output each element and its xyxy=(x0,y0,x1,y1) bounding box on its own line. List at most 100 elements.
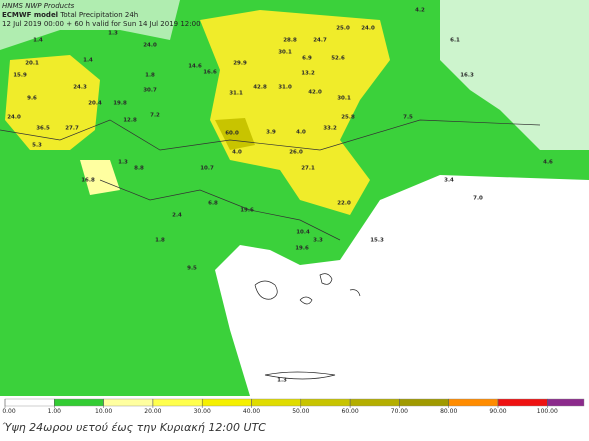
tick-label: 90.00 xyxy=(489,408,506,415)
value-label: 16.8 xyxy=(81,178,95,184)
color-swatch xyxy=(4,398,55,407)
color-swatch xyxy=(547,398,585,407)
tick-label: 70.00 xyxy=(391,408,408,415)
value-label: 30.1 xyxy=(278,50,292,56)
color-swatch xyxy=(497,398,548,407)
tick-label: 1.00 xyxy=(48,408,62,415)
valid-time: 12 Jul 2019 00:00 + 60 h valid for Sun 1… xyxy=(2,20,201,28)
tick-label: 40.00 xyxy=(243,408,260,415)
model: ECMWF model xyxy=(2,11,58,19)
sea-area xyxy=(215,175,589,396)
value-label: 22.0 xyxy=(337,201,351,207)
value-label: 9.6 xyxy=(27,96,37,102)
value-label: 1.4 xyxy=(83,58,93,64)
value-label: 31.0 xyxy=(278,85,292,91)
value-label: 15.9 xyxy=(13,73,27,79)
value-label: 6.1 xyxy=(450,38,460,44)
tick-label: 10.00 xyxy=(95,408,112,415)
field: Total Precipitation 24h xyxy=(59,11,138,19)
value-label: 20.4 xyxy=(88,101,102,107)
title-line: ECMWF model Total Precipitation 24h xyxy=(2,11,138,19)
value-label: 8.8 xyxy=(134,166,144,172)
color-swatch xyxy=(251,398,301,407)
moderate-precip xyxy=(80,160,120,195)
value-label: 25.0 xyxy=(336,26,350,32)
map-labels: 4.2 25.0 24.0 28.8 24.7 6.1 1.3 24.0 1.4 30.1 52.6… xyxy=(7,8,553,384)
value-label: 13.2 xyxy=(301,71,315,77)
color-swatch xyxy=(54,398,104,407)
value-label: 31.1 xyxy=(229,91,243,97)
value-label: 1.8 xyxy=(145,73,155,79)
value-label: 3.4 xyxy=(444,178,454,184)
value-label: 7.2 xyxy=(150,113,160,119)
source: HNMS NWP Products xyxy=(2,2,75,10)
value-label: 4.0 xyxy=(296,130,306,136)
value-label: 6.8 xyxy=(208,201,218,207)
value-label: 33.2 xyxy=(323,126,337,132)
value-label: 7.5 xyxy=(403,115,413,121)
dry-area xyxy=(0,0,180,50)
value-label: 28.8 xyxy=(283,38,297,44)
value-label: 29.9 xyxy=(233,61,247,67)
value-label: 6.9 xyxy=(302,56,312,62)
value-label: 19.6 xyxy=(240,208,254,214)
heavy-precip xyxy=(5,55,100,150)
tick-label: 0.00 xyxy=(2,408,16,415)
value-label: 1.3 xyxy=(118,160,128,166)
value-label: 36.5 xyxy=(36,126,50,132)
value-label: 7.0 xyxy=(473,196,483,202)
value-label: 16.6 xyxy=(203,70,217,76)
value-label: 24.7 xyxy=(313,38,327,44)
dry-area xyxy=(440,0,589,150)
value-label: 1.4 xyxy=(33,38,43,44)
value-label: 9.5 xyxy=(187,266,197,272)
coastline xyxy=(254,273,361,380)
tick-label: 100.00 xyxy=(537,408,558,415)
caption: Ύψη 24ωρου υετού έως την Κυριακή 12:00 U… xyxy=(2,421,266,434)
value-label: 4.2 xyxy=(415,8,425,14)
value-label: 12.8 xyxy=(123,118,137,124)
value-label: 16.3 xyxy=(460,73,474,79)
value-label: 1.3 xyxy=(108,31,118,37)
colorbar: 0.00 1.00 10.00 20.00 30.00 40.00 50.00 60.00 70… xyxy=(2,398,585,415)
color-swatch xyxy=(349,398,400,407)
value-label: 1.8 xyxy=(155,238,165,244)
value-label: 42.8 xyxy=(253,85,267,91)
color-swatch xyxy=(448,398,499,407)
value-label: 27.1 xyxy=(301,166,315,172)
value-label: 10.7 xyxy=(200,166,214,172)
value-label: 30.1 xyxy=(337,96,351,102)
value-label: 42.0 xyxy=(308,90,322,96)
tick-label: 50.00 xyxy=(292,408,309,415)
map xyxy=(0,0,589,396)
value-label: 27.7 xyxy=(65,126,79,132)
value-label: 3.3 xyxy=(313,238,323,244)
color-swatch xyxy=(152,398,203,407)
value-label: 24.3 xyxy=(73,85,87,91)
value-label: 60.0 xyxy=(225,131,239,137)
value-label: 24.0 xyxy=(361,26,375,32)
tick-label: 20.00 xyxy=(144,408,161,415)
value-label: 19.6 xyxy=(295,246,309,252)
color-swatch xyxy=(103,398,154,407)
value-label: 20.1 xyxy=(25,61,39,67)
value-label: 24.0 xyxy=(7,115,21,121)
value-label: 52.6 xyxy=(331,56,345,62)
value-label: 1.3 xyxy=(277,378,287,384)
value-label: 10.4 xyxy=(296,230,310,236)
value-label: 14.6 xyxy=(188,64,202,70)
value-label: 25.8 xyxy=(341,115,355,121)
value-label: 3.9 xyxy=(266,130,276,136)
value-label: 26.0 xyxy=(289,150,303,156)
value-label: 4.0 xyxy=(232,150,242,156)
color-swatch xyxy=(300,398,351,407)
tick-label: 30.00 xyxy=(194,408,211,415)
tick-label: 80.00 xyxy=(440,408,457,415)
value-label: 24.0 xyxy=(143,43,157,49)
color-swatch xyxy=(201,398,252,407)
value-label: 2.4 xyxy=(172,213,182,219)
tick-label: 60.00 xyxy=(342,408,359,415)
value-label: 15.3 xyxy=(370,238,384,244)
value-label: 19.8 xyxy=(113,101,127,107)
